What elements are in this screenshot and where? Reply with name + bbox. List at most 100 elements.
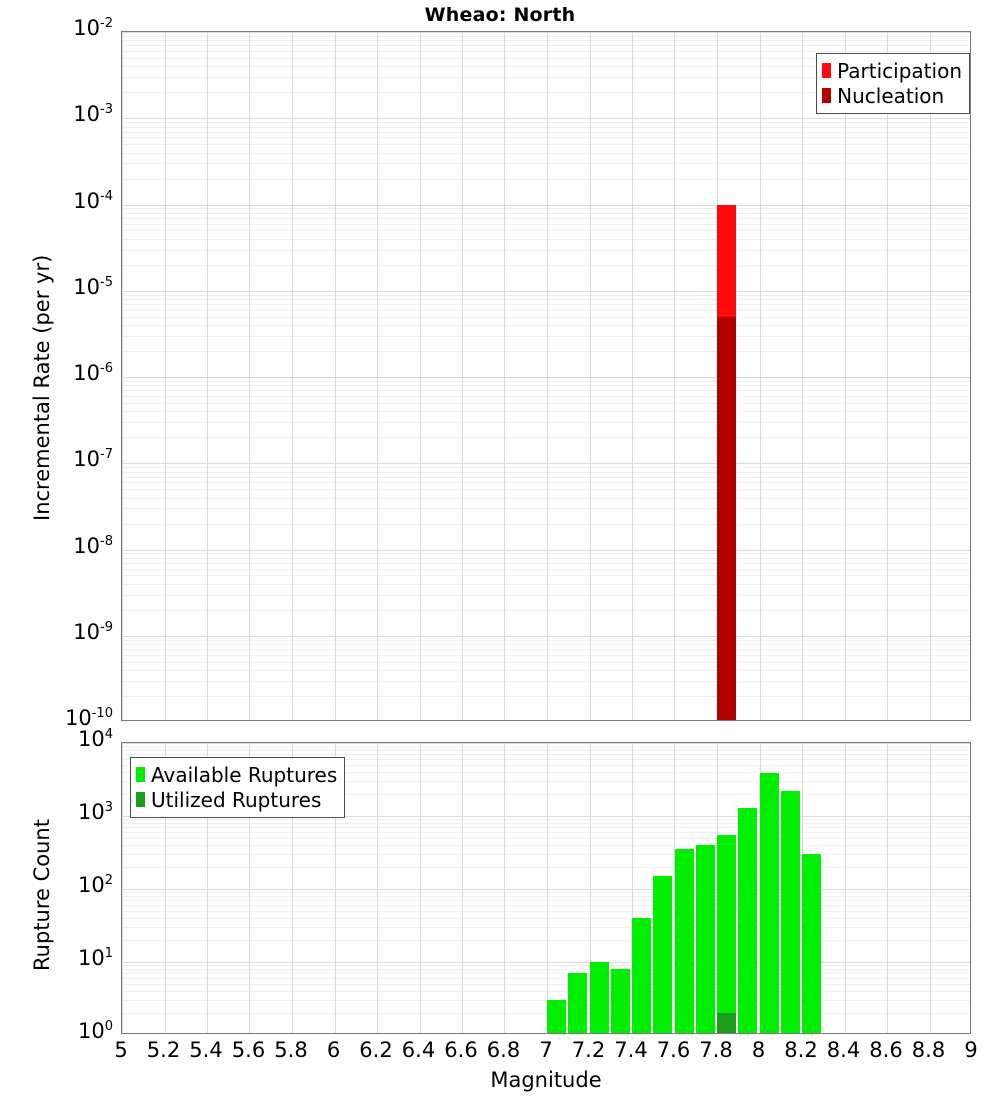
- x-tick-label: 7.2: [571, 1038, 606, 1062]
- legend-swatch-participation: [822, 63, 832, 78]
- gridline-minor: [122, 900, 970, 901]
- gridline-minor: [122, 489, 970, 490]
- x-tick-label: 9: [964, 1038, 978, 1062]
- legend-label-participation: Participation: [837, 58, 962, 83]
- legend-item-participation[interactable]: Participation: [822, 58, 962, 83]
- gridline-minor: [122, 584, 970, 585]
- gridline-vertical: [760, 32, 761, 720]
- gridline-minor: [122, 845, 970, 846]
- bar-available-ruptures: [717, 835, 736, 1033]
- gridline-minor: [122, 163, 970, 164]
- gridline-minor: [122, 482, 970, 483]
- gridline-minor: [122, 973, 970, 974]
- gridline-minor: [122, 122, 970, 123]
- gridline-vertical: [504, 743, 505, 1033]
- x-tick-label: 5.4: [189, 1038, 223, 1062]
- gridline-minor: [122, 179, 970, 180]
- gridline-minor: [122, 1013, 970, 1014]
- gridline-minor: [122, 45, 970, 46]
- gridline-minor: [122, 524, 970, 525]
- legend-item-available-ruptures[interactable]: Available Ruptures: [136, 762, 337, 787]
- bar-nucleation: [717, 317, 736, 720]
- gridline-minor: [122, 304, 970, 305]
- gridline-minor: [122, 575, 970, 576]
- gridline-minor: [122, 218, 970, 219]
- legend-label-available-ruptures: Available Ruptures: [151, 762, 338, 787]
- gridline-minor: [122, 351, 970, 352]
- gridline-minor: [122, 819, 970, 820]
- gridline-minor: [122, 965, 970, 966]
- legend-bottom: Available Ruptures Utilized Ruptures: [130, 757, 346, 818]
- gridline-major: [122, 889, 970, 890]
- gridline-minor: [122, 563, 970, 564]
- gridline-minor: [122, 746, 970, 747]
- bar-available-ruptures: [738, 808, 757, 1033]
- gridline-major: [122, 550, 970, 551]
- gridline-minor: [122, 403, 970, 404]
- incremental-rate-plot: [121, 31, 971, 721]
- gridline-vertical: [165, 32, 166, 720]
- gridline-minor: [122, 927, 970, 928]
- gridline-minor: [122, 681, 970, 682]
- x-tick-label: 8: [751, 1038, 766, 1062]
- gridline-minor: [122, 239, 970, 240]
- gridline-minor: [122, 137, 970, 138]
- gridline-minor: [122, 978, 970, 979]
- gridline-minor: [122, 969, 970, 970]
- plot-area-top: [122, 32, 970, 720]
- y-axis-title-bottom: Rupture Count: [30, 819, 54, 971]
- gridline-minor: [122, 905, 970, 906]
- y-tick-label: 10-4: [73, 188, 113, 213]
- gridline-minor: [122, 472, 970, 473]
- y-tick-label: 10-3: [73, 102, 113, 127]
- gridline-minor: [122, 991, 970, 992]
- gridline-minor: [122, 127, 970, 128]
- gridline-minor: [122, 696, 970, 697]
- x-tick-label: 6.4: [401, 1038, 436, 1062]
- x-tick-label: 7: [539, 1038, 553, 1062]
- gridline-minor: [122, 649, 970, 650]
- gridline-minor: [122, 208, 970, 209]
- gridline-vertical: [292, 32, 293, 720]
- y-axis-title-top: Incremental Rate (per yr): [30, 254, 54, 521]
- gridline-vertical: [122, 743, 123, 1033]
- page-title: Wheao: North: [424, 4, 576, 26]
- gridline-vertical: [590, 32, 591, 720]
- legend-item-nucleation[interactable]: Nucleation: [822, 83, 962, 108]
- bar-available-ruptures: [568, 973, 587, 1033]
- gridline-minor: [122, 670, 970, 671]
- gridline-minor: [122, 422, 970, 423]
- gridline-vertical: [122, 32, 123, 720]
- gridline-minor: [122, 498, 970, 499]
- gridline-minor: [122, 896, 970, 897]
- gridline-minor: [122, 295, 970, 296]
- gridline-minor: [122, 754, 970, 755]
- y-tick-label: 10-6: [73, 361, 113, 385]
- x-tick-label: 5: [114, 1038, 128, 1062]
- y-tick-label: 10-7: [73, 447, 113, 472]
- y-tick-label: 10-8: [73, 533, 113, 558]
- gridline-minor: [122, 310, 970, 311]
- x-tick-label: 7.6: [656, 1038, 691, 1062]
- legend-item-utilized-ruptures[interactable]: Utilized Ruptures: [136, 787, 337, 812]
- x-tick-label: 7.8: [699, 1038, 733, 1062]
- gridline-vertical: [632, 32, 633, 720]
- x-tick-label: 7.4: [614, 1038, 648, 1062]
- gridline-major: [122, 377, 970, 378]
- gridline-vertical: [845, 743, 846, 1033]
- y-tick-label: 102: [77, 873, 113, 897]
- gridline-minor: [122, 396, 970, 397]
- gridline-vertical: [420, 32, 421, 720]
- gridline-minor: [122, 250, 970, 251]
- legend-swatch-utilized-ruptures: [136, 792, 145, 807]
- gridline-minor: [122, 838, 970, 839]
- gridline-minor: [122, 832, 970, 833]
- bar-available-ruptures: [590, 962, 609, 1033]
- gridline-minor: [122, 40, 970, 41]
- gridline-minor: [122, 892, 970, 893]
- gridline-minor: [122, 299, 970, 300]
- bar-available-ruptures: [675, 849, 694, 1033]
- gridline-major: [122, 291, 970, 292]
- legend-swatch-available-ruptures: [136, 767, 145, 782]
- gridline-vertical: [207, 32, 208, 720]
